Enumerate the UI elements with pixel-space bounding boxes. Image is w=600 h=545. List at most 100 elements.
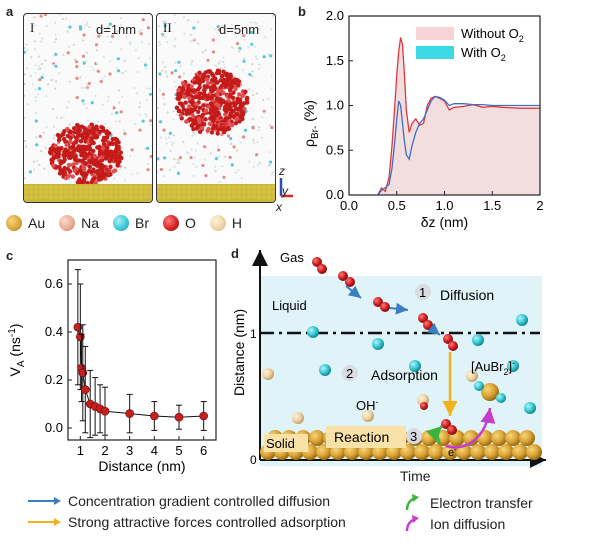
x-tick-label-c: 4 — [151, 443, 158, 458]
x-axis-label-b: δz (nm) — [421, 214, 468, 230]
sim-box-2-drawing — [157, 14, 275, 202]
legend-electron: Electron transfer — [404, 494, 533, 512]
y-tick-label-c: 0.4 — [45, 324, 63, 339]
step-2-badge — [342, 365, 358, 381]
legend-br: Br — [135, 215, 150, 231]
reaction-label-bg — [326, 426, 406, 448]
chart-c-frame — [67, 259, 217, 441]
x-tick-label-c: 2 — [101, 443, 108, 458]
legend-swatch-with — [416, 46, 454, 59]
axis-z-label: z — [279, 164, 285, 178]
water-droplet-1 — [47, 122, 124, 186]
x-tick-label-c: 1 — [77, 443, 84, 458]
panel-b-chart: 0.0 0.5 1.0 1.5 2 0.0 0.5 1.0 1.5 2.0 δz (nm) ρBr- … — [301, 8, 544, 230]
legend-electron-text: Electron transfer — [430, 495, 533, 511]
data-point — [80, 385, 90, 394]
step-2-number: 2 — [346, 366, 353, 381]
legend-o: O — [185, 215, 196, 231]
x-tick-label-c: 3 — [126, 443, 133, 458]
oh-label: OH- — [356, 397, 379, 413]
line-with-o2 — [377, 95, 540, 196]
simulation-box-2: II d=5nm — [156, 13, 276, 203]
legend-ion: Ion diffusion — [404, 515, 505, 533]
axis-triad — [279, 178, 293, 198]
legend-diffusion: Concentration gradient controlled diffus… — [28, 493, 330, 509]
legend-adsorption-text: Strong attractive forces controlled adso… — [68, 514, 346, 530]
sim-box-1-drawing — [24, 14, 152, 202]
axis-x-label: x — [276, 200, 282, 214]
gold-atoms-1 — [24, 184, 152, 200]
aubr-label: [AuBr2]- — [471, 358, 515, 377]
legend-diffusion-text: Concentration gradient controlled diffus… — [68, 493, 331, 509]
diffusion-arrow-2 — [389, 302, 409, 315]
axis-y-label: y — [282, 184, 288, 198]
gold-atoms-2 — [157, 184, 275, 200]
y-tick-label-b: 2.0 — [326, 8, 344, 23]
br-ball-icon — [113, 215, 130, 231]
yellow-arrow-icon — [28, 518, 61, 526]
d-ytick-1: 1 — [250, 327, 257, 341]
panel-b-letter: b — [298, 4, 306, 19]
atom-legend: Au Na Br O H — [6, 215, 242, 231]
solid-label: Solid — [266, 436, 295, 451]
gas-label: Gas — [280, 250, 304, 265]
y-tick-label-b: 1.0 — [326, 98, 344, 113]
legend-without-o2: Without O2 — [461, 26, 524, 44]
ion-diffusion-arrow — [445, 407, 496, 449]
y-tick-label-c: 0.2 — [45, 372, 63, 387]
legend-na: Na — [81, 215, 100, 231]
electron-label: e- — [448, 445, 457, 459]
y-tick-label-c: 0.6 — [45, 276, 63, 291]
na-ball-icon — [59, 215, 76, 231]
legend-ion-text: Ion diffusion — [430, 516, 506, 532]
blue-arrow-icon — [28, 497, 61, 505]
x-tick-label-b: 1.5 — [483, 198, 501, 213]
legend-swatch-without — [416, 27, 454, 40]
legend-h: H — [231, 215, 243, 231]
data-point — [125, 409, 134, 418]
o-ball-icon — [163, 215, 180, 231]
box1-distance: d=1nm — [96, 22, 137, 37]
liquid-ions — [262, 314, 536, 424]
x-tick-label-c: 6 — [200, 443, 207, 458]
y-tick-label-b: 0.5 — [326, 142, 344, 157]
step-3-badge — [406, 428, 422, 444]
d-xlabel: Time — [400, 468, 431, 484]
y-axis-label-c: VA (ns-1) — [7, 324, 27, 377]
data-point — [150, 411, 159, 421]
solid-label-bg — [264, 434, 308, 452]
data-point — [199, 411, 208, 421]
simulation-box-1: I d=1nm — [23, 13, 153, 203]
diffusion-label: Diffusion — [440, 287, 494, 303]
d-ylabel: Distance (nm) — [231, 309, 247, 396]
water-droplet-2 — [174, 68, 250, 136]
diffusion-arrow-1 — [345, 285, 362, 299]
y-axis-label-b: ρBr- (%) — [301, 100, 321, 147]
data-point — [174, 412, 184, 422]
step-1-badge — [415, 284, 431, 300]
reaction-label: Reaction — [334, 429, 389, 445]
box1-roman: I — [30, 20, 35, 35]
box2-distance: d=5nm — [219, 22, 260, 37]
liquid-label: Liquid — [272, 298, 307, 313]
data-point — [100, 406, 110, 416]
step-1-number: 1 — [419, 285, 426, 300]
panel-c-letter: c — [6, 248, 14, 263]
panel-c-chart: 1 2 3 4 5 6 0.0 0.2 0.4 0.6 Distance (nm) VA (ns-1) — [7, 259, 217, 474]
panel-d-diagram: Gas Liquid 1 Diffusion 2 Adsorption OH- … — [231, 250, 546, 468]
panel-d-letter: d — [231, 246, 239, 261]
x-tick-label-b: 2 — [536, 198, 543, 213]
legend-with-o2: With O2 — [461, 45, 506, 63]
legend-adsorption: Strong attractive forces controlled adso… — [28, 514, 346, 530]
x-tick-label-b: 1.0 — [435, 198, 453, 213]
y-tick-label-b: 1.5 — [326, 53, 344, 68]
y-tick-label-b: 0.0 — [326, 187, 344, 202]
x-tick-label-b: 0.0 — [340, 198, 358, 213]
area-without-o2 — [377, 37, 540, 195]
diffusion-arrow-3 — [426, 322, 441, 336]
legend-au: Au — [28, 215, 46, 231]
purple-arrow-icon — [405, 515, 419, 532]
d-origin-label: 0 — [250, 453, 257, 467]
au-ball-icon — [6, 215, 22, 231]
adsorption-label: Adsorption — [371, 367, 438, 383]
